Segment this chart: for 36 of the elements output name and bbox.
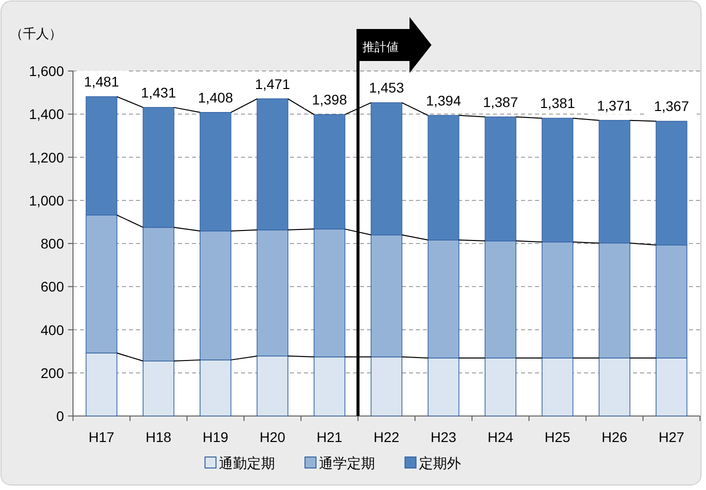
text: 推計値 (362, 40, 398, 54)
x-tick-label: H18 (146, 429, 172, 445)
y-tick-label: 200 (40, 364, 64, 381)
y-tick-label: 400 (40, 322, 64, 338)
total-label: 1,394 (426, 92, 462, 108)
x-tick-label: H20 (260, 429, 286, 445)
x-tick-label: H25 (544, 429, 571, 445)
total-label: 1,471 (254, 76, 290, 92)
total-label: 1,481 (84, 74, 120, 90)
x-tick-label: H21 (316, 429, 343, 445)
y-tick-label: 1,600 (28, 63, 64, 79)
legend-label: 定期外 (419, 455, 461, 471)
x-tick-label: H23 (430, 429, 457, 445)
x-tick-label: H22 (374, 429, 400, 445)
y-tick-label: 800 (40, 236, 64, 252)
total-label: 1,387 (482, 94, 518, 110)
y-tick-label: 600 (40, 278, 64, 295)
total-label: 1,367 (654, 98, 690, 114)
y-tick-label: 0 (56, 408, 64, 424)
legend-label: 通学定期 (319, 455, 375, 471)
y-tick-label: 1,400 (28, 106, 64, 122)
y-tick-label: 1,000 (28, 192, 64, 208)
x-tick-label: H27 (658, 429, 685, 445)
total-label: 1,431 (140, 84, 176, 100)
y-tick-label: 1,200 (28, 149, 64, 166)
x-tick-label: H24 (488, 429, 514, 445)
legend-label: 通勤定期 (219, 455, 275, 471)
x-tick-label: H19 (202, 429, 229, 445)
total-label: 1,371 (596, 97, 632, 114)
total-label: 1,453 (368, 80, 404, 96)
y-axis-title: （千人） (10, 26, 62, 41)
x-tick-label: H17 (88, 429, 115, 445)
total-label: 1,381 (540, 95, 576, 112)
total-label: 1,408 (198, 89, 234, 106)
total-label: 1,398 (312, 92, 348, 108)
x-tick-label: H26 (602, 429, 628, 445)
